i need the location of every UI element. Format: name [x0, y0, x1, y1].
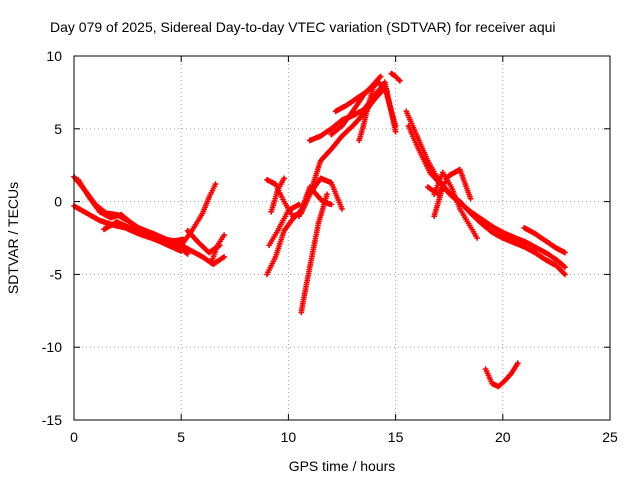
- y-tick-label: -10: [42, 339, 62, 355]
- y-tick-label: 0: [54, 194, 62, 210]
- y-tick-label: 5: [54, 121, 62, 137]
- series-trace-11: [268, 175, 287, 215]
- series-trace-23: [431, 184, 446, 219]
- series-trace-13: [298, 191, 330, 316]
- data-points: [71, 70, 568, 390]
- plus-markers: [356, 82, 377, 144]
- plus-markers: [425, 166, 474, 202]
- chart-title: Day 079 of 2025, Sidereal Day-to-day VTE…: [50, 19, 556, 35]
- x-tick-label: 20: [495, 429, 511, 445]
- plus-markers: [178, 181, 219, 249]
- series-trace-24: [521, 225, 568, 256]
- series-trace-10: [266, 201, 302, 249]
- plus-markers: [266, 201, 302, 249]
- series-trace-1: [71, 174, 227, 267]
- x-tick-label: 15: [388, 429, 404, 445]
- plus-markers: [521, 225, 568, 256]
- series-trace-17: [356, 82, 377, 144]
- series-trace-5: [178, 181, 219, 249]
- y-axis-label: SDTVAR / TECUs: [5, 182, 21, 294]
- y-tick-label: -5: [50, 266, 63, 282]
- plus-markers: [264, 85, 399, 219]
- plus-markers: [208, 232, 227, 266]
- x-tick-label: 25: [602, 429, 618, 445]
- x-tick-label: 5: [177, 429, 185, 445]
- x-tick-label: 10: [281, 429, 297, 445]
- y-tick-label: -15: [42, 412, 62, 428]
- series-trace-18: [388, 70, 403, 84]
- plus-markers: [296, 184, 335, 219]
- plus-markers: [101, 219, 184, 254]
- series-trace-4: [101, 219, 184, 254]
- axis-ticks: 0 5 10 15 20 25 -15 -10 -5 0 5 10: [42, 48, 618, 445]
- plus-markers: [298, 191, 330, 316]
- series-trace-12: [296, 184, 335, 219]
- plus-markers: [388, 70, 403, 84]
- plus-markers: [268, 175, 287, 215]
- plus-markers: [431, 184, 446, 219]
- series-trace-20: [405, 123, 568, 270]
- plus-markers: [482, 360, 521, 390]
- series-trace-21: [425, 166, 474, 202]
- series-trace-22: [431, 169, 480, 241]
- plus-markers: [405, 123, 568, 270]
- plus-markers: [75, 177, 187, 244]
- x-axis-label: GPS time / hours: [289, 458, 396, 474]
- series-trace-25: [482, 360, 521, 390]
- plus-markers: [431, 169, 480, 241]
- plus-markers: [71, 174, 227, 267]
- series-trace-3: [75, 177, 187, 244]
- y-tick-label: 10: [46, 48, 62, 64]
- plot-frame: [73, 55, 611, 421]
- series-trace-7: [208, 232, 227, 266]
- series-trace-8: [264, 85, 399, 219]
- x-tick-label: 0: [70, 429, 78, 445]
